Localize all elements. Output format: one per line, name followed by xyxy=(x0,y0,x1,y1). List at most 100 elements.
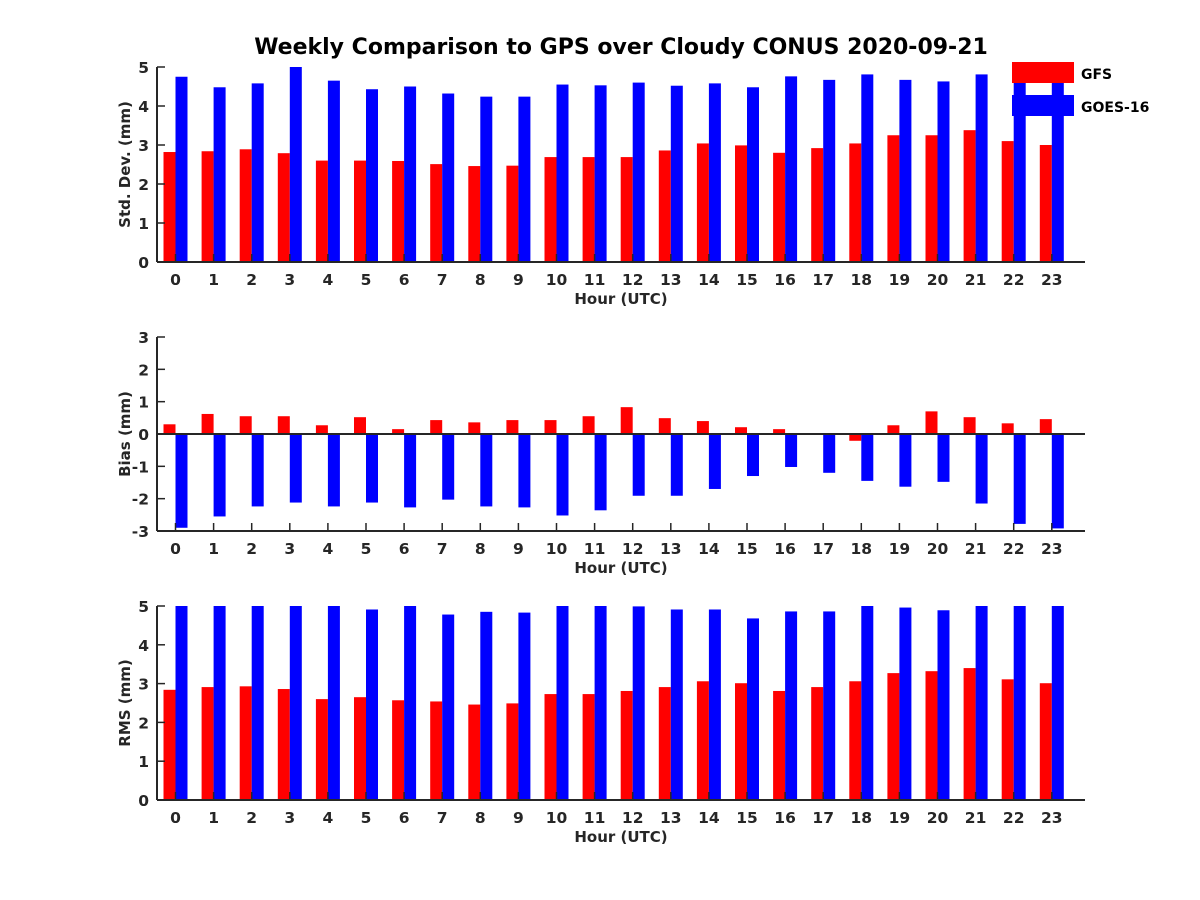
x-tick-label: 6 xyxy=(399,540,410,558)
bar-goes16-hour-20 xyxy=(937,81,950,263)
x-tick-label: 17 xyxy=(812,809,834,827)
x-tick-label: 4 xyxy=(323,271,334,289)
bar-gfs-hour-0 xyxy=(163,424,176,434)
bar-goes16-hour-5 xyxy=(366,89,378,262)
legend-swatch-goes16 xyxy=(1012,95,1074,116)
x-tick-label: 12 xyxy=(622,809,644,827)
bar-gfs-hour-23 xyxy=(1039,419,1052,434)
bar-goes16-hour-20 xyxy=(937,610,950,800)
x-tick-label: 3 xyxy=(284,540,295,558)
x-tick-label: 8 xyxy=(475,271,486,289)
y-tick-label: 1 xyxy=(138,753,149,771)
bar-gfs-hour-9 xyxy=(506,165,519,262)
x-tick-label: 1 xyxy=(208,271,219,289)
bar-gfs-hour-13 xyxy=(658,418,671,434)
bar-goes16-hour-17 xyxy=(823,611,836,800)
bar-goes16-hour-10 xyxy=(556,606,569,800)
bar-goes16-hour-16 xyxy=(785,611,798,800)
y-tick-label: 0 xyxy=(138,254,149,272)
bar-goes16-hour-18 xyxy=(861,434,874,481)
bar-gfs-hour-17 xyxy=(811,148,824,262)
bar-goes16-hour-2 xyxy=(251,606,264,800)
bar-goes16-hour-15 xyxy=(747,434,759,477)
y-axis-label: RMS (mm) xyxy=(116,659,134,746)
x-tick-label: 10 xyxy=(546,540,568,558)
bar-goes16-hour-23 xyxy=(1051,78,1064,262)
x-tick-label: 0 xyxy=(170,271,181,289)
bar-goes16-hour-22 xyxy=(1013,606,1026,800)
bar-gfs-hour-21 xyxy=(963,417,976,434)
bar-goes16-hour-2 xyxy=(251,83,264,262)
bar-gfs-hour-16 xyxy=(773,152,786,262)
x-tick-label: 9 xyxy=(513,271,524,289)
bar-goes16-hour-3 xyxy=(289,434,302,503)
bar-gfs-hour-6 xyxy=(392,429,405,434)
bar-gfs-hour-1 xyxy=(201,687,214,800)
bar-goes16-hour-3 xyxy=(289,67,302,262)
bar-goes16-hour-21 xyxy=(975,606,988,800)
y-tick-label: 5 xyxy=(138,598,149,616)
x-tick-label: 17 xyxy=(812,540,834,558)
x-tick-label: 20 xyxy=(927,809,949,827)
bar-goes16-hour-2 xyxy=(251,434,264,507)
bar-gfs-hour-5 xyxy=(354,697,366,800)
bar-goes16-hour-0 xyxy=(175,434,188,528)
bar-gfs-hour-11 xyxy=(582,694,595,800)
bar-gfs-hour-19 xyxy=(887,135,900,262)
y-axis-label: Bias (mm) xyxy=(116,391,134,477)
bar-goes16-hour-16 xyxy=(785,76,798,262)
x-tick-label: 2 xyxy=(246,809,257,827)
bar-goes16-hour-7 xyxy=(442,434,455,500)
bar-gfs-hour-14 xyxy=(696,143,709,262)
bar-goes16-hour-21 xyxy=(975,74,988,262)
x-tick-label: 16 xyxy=(774,271,796,289)
x-tick-label: 18 xyxy=(851,271,873,289)
bar-gfs-hour-2 xyxy=(239,686,252,800)
bar-goes16-hour-6 xyxy=(404,434,417,508)
bar-goes16-hour-16 xyxy=(785,434,798,467)
bar-gfs-hour-14 xyxy=(696,681,709,800)
x-tick-label: 22 xyxy=(1003,540,1025,558)
bar-gfs-hour-1 xyxy=(201,151,214,262)
bar-gfs-hour-8 xyxy=(468,422,481,434)
bar-goes16-hour-17 xyxy=(823,434,836,473)
x-tick-label: 22 xyxy=(1003,271,1025,289)
x-tick-label: 11 xyxy=(584,809,606,827)
x-tick-label: 8 xyxy=(475,809,486,827)
bar-goes16-hour-14 xyxy=(708,434,721,489)
bar-goes16-hour-4 xyxy=(327,434,340,507)
bar-gfs-hour-23 xyxy=(1039,683,1052,800)
bar-goes16-hour-17 xyxy=(823,79,836,263)
bar-goes16-hour-10 xyxy=(556,84,569,262)
x-tick-label: 9 xyxy=(513,809,524,827)
bar-goes16-hour-9 xyxy=(518,96,531,262)
x-tick-label: 21 xyxy=(965,540,987,558)
bar-gfs-hour-14 xyxy=(696,421,709,434)
bar-goes16-hour-19 xyxy=(899,79,912,263)
bar-goes16-hour-4 xyxy=(327,80,340,263)
y-tick-label: 1 xyxy=(138,394,149,412)
legend: GFS GOES-16 xyxy=(1012,62,1149,116)
x-tick-label: 17 xyxy=(812,271,834,289)
bar-gfs-hour-10 xyxy=(544,694,557,800)
bar-goes16-hour-13 xyxy=(670,85,683,262)
bar-gfs-hour-18 xyxy=(849,434,862,441)
bar-goes16-hour-22 xyxy=(1013,434,1026,524)
x-tick-label: 21 xyxy=(965,809,987,827)
bar-gfs-hour-10 xyxy=(544,157,557,262)
x-tick-label: 12 xyxy=(622,271,644,289)
bar-gfs-hour-4 xyxy=(315,699,328,800)
bar-goes16-hour-0 xyxy=(175,606,188,800)
bar-gfs-hour-22 xyxy=(1001,141,1014,262)
y-tick-label: 3 xyxy=(138,137,149,155)
bar-goes16-hour-14 xyxy=(708,609,721,800)
x-tick-label: 18 xyxy=(851,809,873,827)
x-tick-label: 15 xyxy=(736,809,758,827)
x-tick-label: 20 xyxy=(927,540,949,558)
bar-goes16-hour-20 xyxy=(937,434,950,482)
bar-gfs-hour-20 xyxy=(925,135,938,262)
bar-goes16-hour-5 xyxy=(366,609,378,800)
